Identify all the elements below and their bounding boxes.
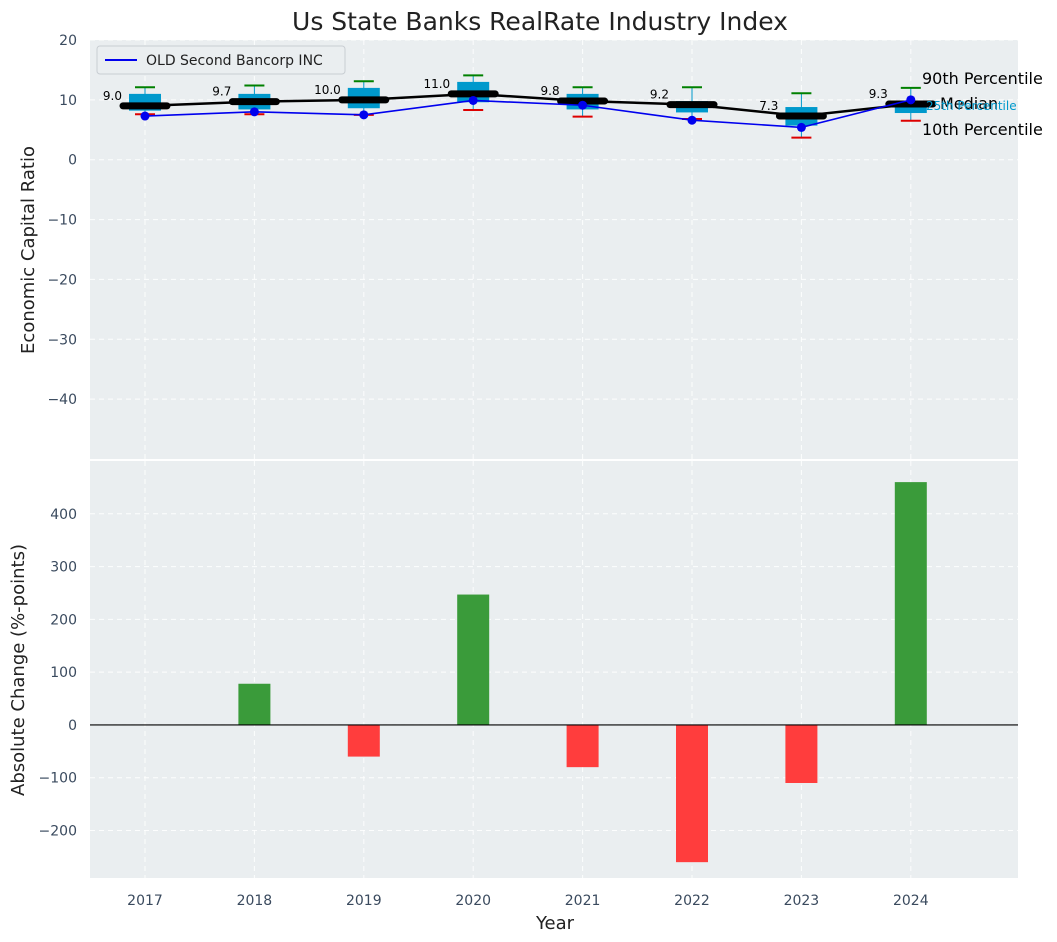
series-point xyxy=(796,122,806,132)
bottom-y-tick-label: 300 xyxy=(50,560,77,576)
series-line xyxy=(144,99,911,129)
bottom-y-tick-label: −200 xyxy=(39,823,77,839)
x-axis-label: Year xyxy=(535,913,575,934)
median-value-label: 9.7 xyxy=(212,85,231,99)
median-value-label: 9.8 xyxy=(541,84,560,98)
top-y-ticks: 20 10 0 −10 −20 −30 −40 xyxy=(47,33,77,408)
top-y-axis-label: Economic Capital Ratio xyxy=(18,146,39,354)
legend: OLD Second Bancorp INC xyxy=(96,45,346,75)
top-y-tick-label: −40 xyxy=(47,392,77,408)
x-tick-label: 2024 xyxy=(893,893,929,909)
change-bar xyxy=(785,724,818,783)
change-bars xyxy=(238,482,927,863)
chart-title: Us State Banks RealRate Industry Index xyxy=(292,7,788,36)
annotation-p10: 10th Percentile xyxy=(922,120,1043,139)
median-value-label: 9.3 xyxy=(869,87,888,101)
series-point xyxy=(906,95,916,105)
top-y-tick-label: 20 xyxy=(59,33,77,49)
x-tick-label: 2018 xyxy=(237,893,273,909)
annotation-median: Median xyxy=(940,94,998,113)
series-point xyxy=(359,110,369,120)
change-bar xyxy=(894,482,927,725)
series-point xyxy=(687,115,697,125)
bottom-y-tick-label: 200 xyxy=(50,612,77,628)
median-value-label: 9.2 xyxy=(650,88,669,102)
top-y-tick-label: 0 xyxy=(68,153,77,169)
median-value-label: 10.0 xyxy=(314,83,341,97)
legend-label: OLD Second Bancorp INC xyxy=(146,53,323,69)
median-labels: 9.0 9.7 10.0 11.0 9.8 9.2 7.3 9.3 xyxy=(103,77,888,113)
top-y-tick-label: 10 xyxy=(59,93,77,109)
bottom-y-tick-label: 0 xyxy=(68,718,77,734)
x-tick-label: 2020 xyxy=(455,893,491,909)
series-point xyxy=(140,111,150,121)
top-y-tick-label: −30 xyxy=(47,332,77,348)
top-y-tick-label: −20 xyxy=(47,272,77,288)
change-bar xyxy=(676,724,708,863)
annotation-p25: 25th Percentile xyxy=(926,99,1017,113)
median-value-label: 11.0 xyxy=(423,77,450,91)
series-point xyxy=(249,107,259,117)
median-trend-line xyxy=(144,92,911,118)
median-value-label: 7.3 xyxy=(759,99,778,113)
series-point xyxy=(468,95,478,105)
median-line-group xyxy=(144,92,911,118)
x-ticks: 2017 2018 2019 2020 2021 2022 2023 2024 xyxy=(127,893,929,909)
x-tick-label: 2023 xyxy=(784,893,820,909)
annotation-p90: 90th Percentile xyxy=(922,69,1043,88)
percentile-annotations: 90th Percentile Median 25th Percentile 1… xyxy=(922,69,1043,139)
series-point xyxy=(578,100,588,110)
bottom-y-tick-label: −100 xyxy=(39,771,77,787)
x-tick-label: 2017 xyxy=(127,893,163,909)
bottom-y-axis-label: Absolute Change (%-points) xyxy=(8,544,29,796)
bottom-y-ticks: 400 300 200 100 0 −100 −200 xyxy=(39,507,77,840)
change-bar xyxy=(347,724,380,757)
top-y-tick-label: −10 xyxy=(47,213,77,229)
legend-box xyxy=(96,45,346,75)
change-bar xyxy=(238,683,271,725)
median-value-label: 9.0 xyxy=(103,89,122,103)
x-tick-label: 2022 xyxy=(674,893,710,909)
series-line-group xyxy=(140,95,916,132)
change-bar xyxy=(457,594,490,725)
bottom-y-tick-label: 400 xyxy=(50,507,77,523)
change-bar xyxy=(566,724,599,768)
x-tick-label: 2021 xyxy=(565,893,601,909)
bottom-plot-area xyxy=(90,461,1018,878)
x-tick-label: 2019 xyxy=(346,893,382,909)
bottom-y-tick-label: 100 xyxy=(50,665,77,681)
